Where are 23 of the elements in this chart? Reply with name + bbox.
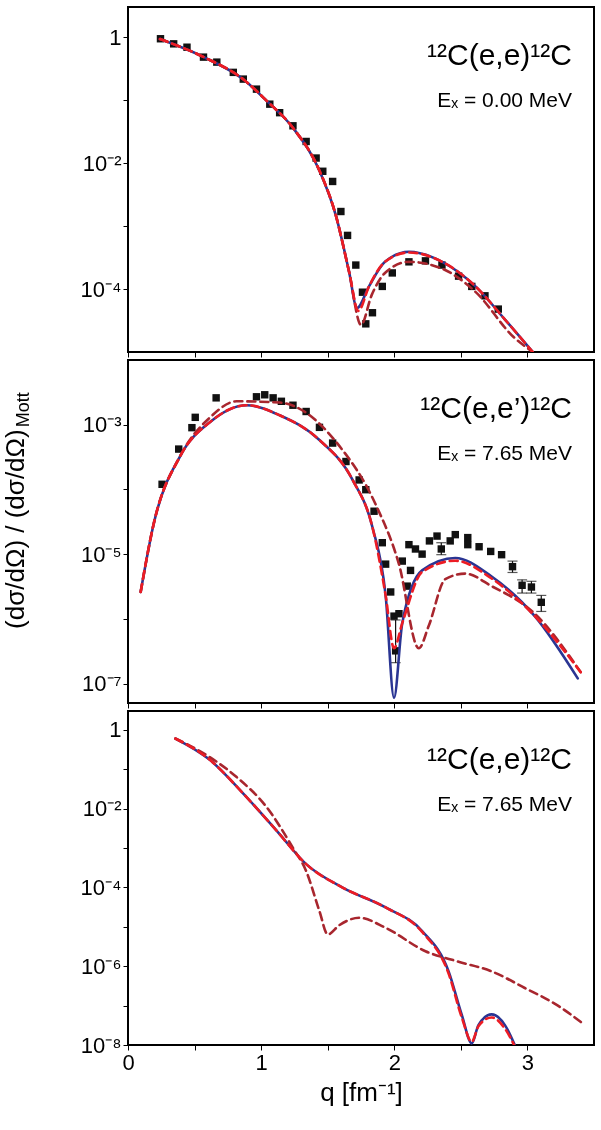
y-tick-label: 10⁻⁸ bbox=[80, 1032, 122, 1058]
annotation: Eₓ = 7.65 MeV bbox=[437, 441, 572, 464]
x-tick-label: 3 bbox=[521, 1049, 535, 1075]
y-tick-label: 10⁻³ bbox=[82, 412, 122, 438]
annotation: ¹²C(e,e)¹²C bbox=[427, 38, 572, 71]
y-tick-label: 10⁻² bbox=[82, 150, 122, 176]
y-tick-label: 10⁻² bbox=[82, 796, 122, 822]
x-axis-title: q [fm⁻¹] bbox=[320, 1076, 403, 1107]
annotation: ¹²C(e,e’)¹²C bbox=[420, 391, 572, 424]
y-axis-title: (dσ/dΩ) / (dσ/dΩ)Mott bbox=[0, 392, 33, 629]
x-tick-label: 2 bbox=[388, 1049, 401, 1075]
x-tick-label: 1 bbox=[255, 1049, 268, 1075]
annotation: Eₓ = 7.65 MeV bbox=[437, 792, 572, 815]
y-tick-label: 10⁻⁶ bbox=[80, 953, 122, 979]
y-tick-label: 10⁻⁴ bbox=[80, 874, 122, 900]
y-tick-label: 10⁻⁴ bbox=[80, 276, 122, 302]
x-tick-label: 0 bbox=[122, 1049, 135, 1075]
annotation: ¹²C(e,e)¹²C bbox=[427, 742, 572, 775]
y-tick-label: 10⁻⁵ bbox=[80, 541, 122, 567]
annotation: Eₓ = 0.00 MeV bbox=[437, 88, 572, 111]
y-tick-label: 1 bbox=[109, 717, 122, 743]
y-tick-label: 1 bbox=[109, 24, 122, 50]
y-tick-label: 10⁻⁷ bbox=[82, 671, 122, 697]
